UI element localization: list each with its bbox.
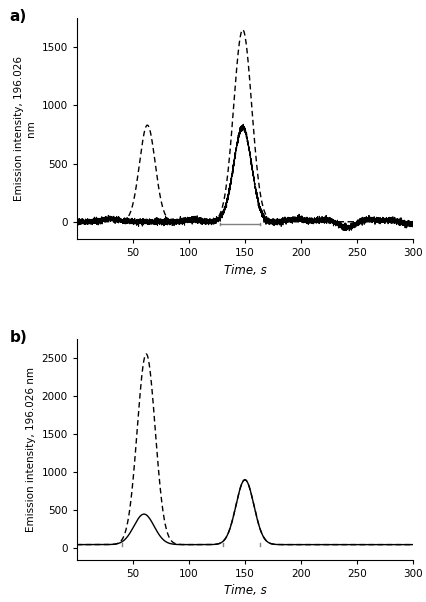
Y-axis label: Emission intensity, 196.026
nm: Emission intensity, 196.026 nm bbox=[14, 56, 36, 201]
Y-axis label: Emission intensity, 196.026 nm: Emission intensity, 196.026 nm bbox=[26, 367, 36, 532]
X-axis label: Time, s: Time, s bbox=[224, 264, 266, 277]
X-axis label: Time, s: Time, s bbox=[224, 585, 266, 597]
Text: b): b) bbox=[9, 330, 27, 345]
Text: a): a) bbox=[9, 9, 26, 24]
